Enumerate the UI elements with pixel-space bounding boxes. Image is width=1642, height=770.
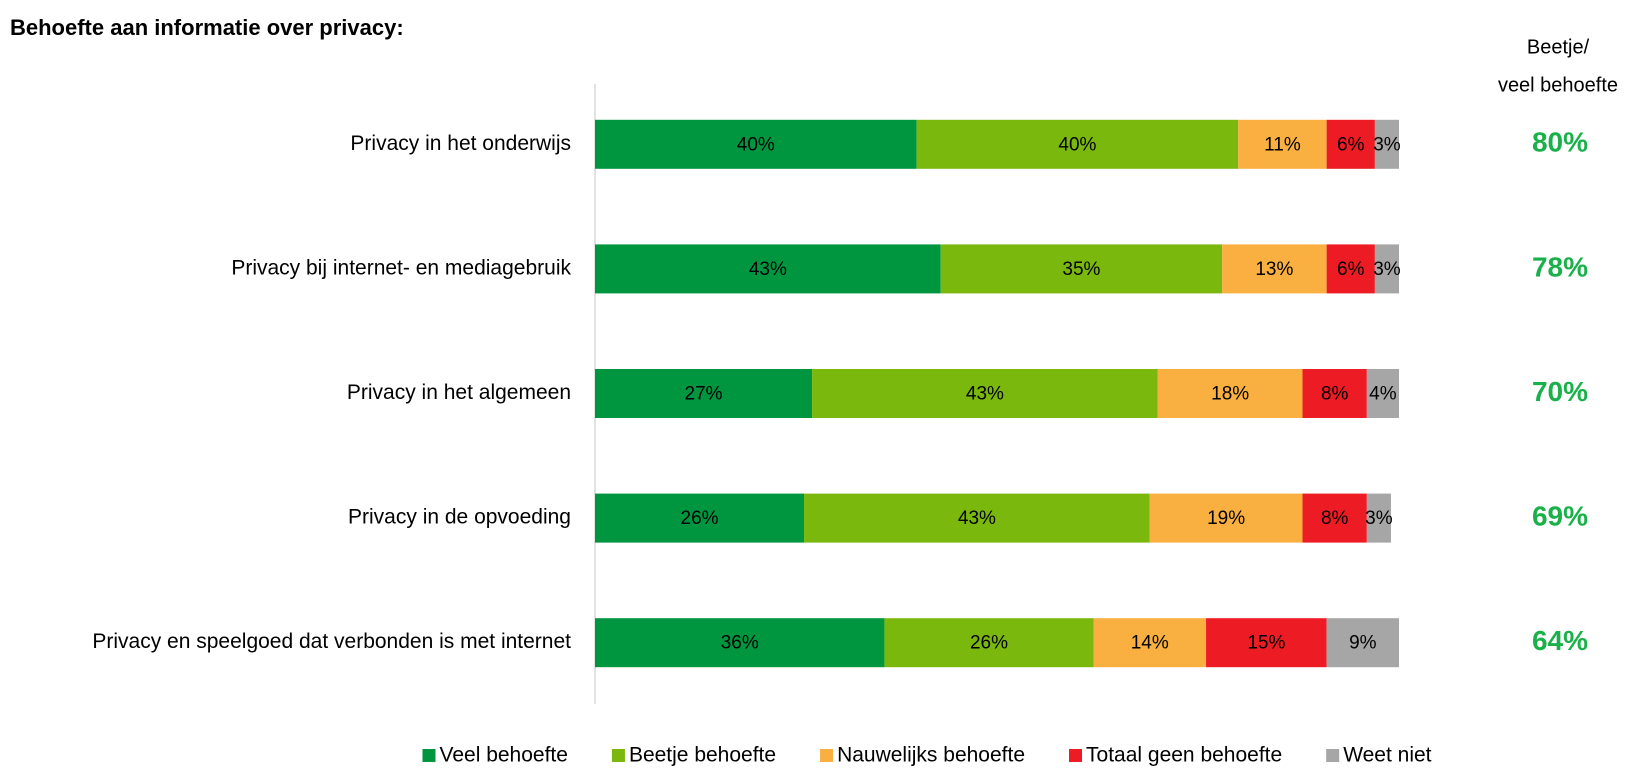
category-label: Privacy in de opvoeding — [348, 506, 571, 529]
data-label: 3% — [1365, 508, 1393, 529]
chart-title: Behoefte aan informatie over privacy: — [10, 15, 404, 40]
data-label: 35% — [1062, 259, 1100, 280]
bar-segment — [1374, 244, 1399, 294]
data-label: 11% — [1264, 134, 1301, 155]
data-label: 13% — [1255, 259, 1293, 280]
bar-segment — [1149, 493, 1303, 543]
bar-segment — [1222, 244, 1327, 294]
data-label: 15% — [1247, 633, 1285, 654]
bar-segment — [595, 618, 885, 668]
category-label: Privacy bij internet- en mediagebruik — [231, 256, 571, 279]
data-label: 43% — [966, 384, 1004, 405]
data-label: 18% — [1211, 384, 1249, 405]
legend-label: Veel behoefte — [439, 744, 567, 767]
data-label: 9% — [1349, 633, 1377, 654]
bar-segment — [1326, 119, 1375, 169]
bar-segment — [1302, 369, 1367, 418]
bar-segment — [1366, 369, 1399, 418]
bar-segment — [940, 244, 1223, 294]
data-label: 36% — [721, 633, 759, 654]
data-label: 26% — [970, 633, 1008, 654]
data-label: 40% — [1058, 134, 1096, 155]
bar-segment — [812, 369, 1158, 418]
legend-swatch — [611, 749, 625, 762]
summary-value: 64% — [1532, 625, 1588, 656]
bar-segment — [916, 119, 1239, 169]
bar-segment — [595, 493, 805, 543]
bar-segment — [884, 618, 1094, 668]
data-label: 14% — [1131, 633, 1169, 654]
data-label: 3% — [1373, 134, 1401, 155]
data-label: 19% — [1207, 508, 1245, 529]
legend-label: Weet niet — [1343, 744, 1431, 767]
bar-segment — [1302, 493, 1367, 543]
bar-segment — [1157, 369, 1303, 418]
bar-segment — [1366, 493, 1391, 543]
legend-swatch — [1069, 749, 1083, 762]
legend-swatch — [1326, 749, 1340, 762]
legend-swatch — [820, 749, 834, 762]
legend-label: Beetje behoefte — [629, 744, 776, 767]
category-label: Privacy in het algemeen — [347, 381, 571, 404]
summary-title: veel behoefte — [1498, 74, 1618, 96]
category-label: Privacy en speelgoed dat verbonden is me… — [92, 630, 571, 653]
summary-value: 70% — [1532, 376, 1588, 407]
bar-segment — [1206, 618, 1327, 668]
data-label: 40% — [737, 134, 775, 155]
data-label: 8% — [1321, 384, 1349, 405]
summary-value: 69% — [1532, 500, 1588, 531]
legend-swatch — [422, 749, 436, 762]
data-label: 27% — [685, 384, 723, 405]
data-label: 26% — [681, 508, 719, 529]
data-label: 43% — [749, 259, 787, 280]
data-label: 43% — [958, 508, 996, 529]
bar-segment — [804, 493, 1150, 543]
data-label: 8% — [1321, 508, 1349, 529]
summary-value: 78% — [1532, 251, 1588, 282]
data-label: 6% — [1337, 259, 1365, 280]
data-label: 4% — [1369, 384, 1397, 405]
data-label: 3% — [1373, 259, 1401, 280]
bar-segment — [595, 369, 813, 418]
bar-segment — [595, 244, 941, 294]
legend-label: Nauwelijks behoefte — [837, 744, 1025, 767]
bar-segment — [1326, 618, 1399, 668]
bar-segment — [1374, 119, 1399, 169]
bar-segment — [1238, 119, 1327, 169]
bar-segment — [595, 119, 917, 169]
category-label: Privacy in het onderwijs — [350, 132, 571, 155]
data-label: 6% — [1337, 134, 1365, 155]
bar-segment — [1093, 618, 1207, 668]
summary-title: Beetje/ — [1527, 36, 1590, 58]
bar-segment — [1326, 244, 1375, 294]
legend-label: Totaal geen behoefte — [1086, 744, 1282, 767]
summary-value: 80% — [1532, 127, 1588, 158]
